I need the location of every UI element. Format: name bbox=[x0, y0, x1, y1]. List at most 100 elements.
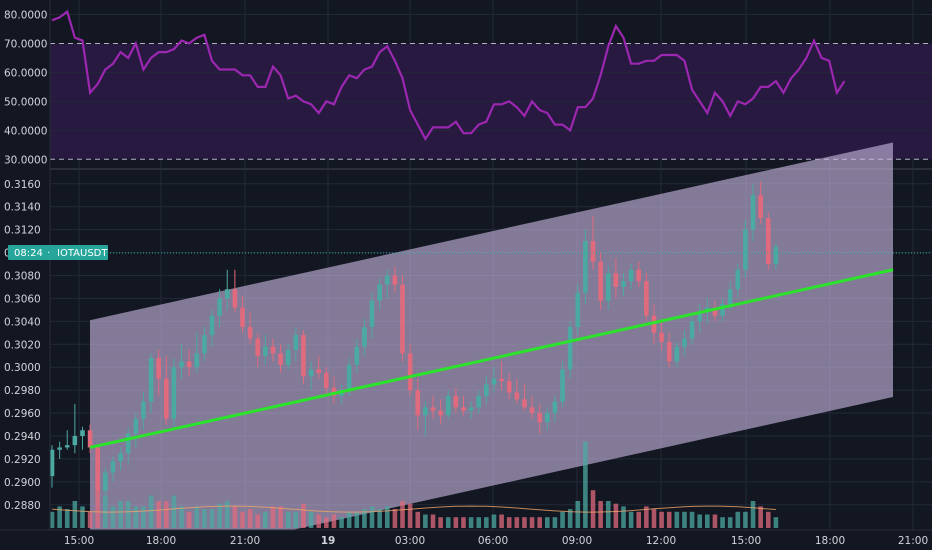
rsi-tick-label: 70.0000 bbox=[4, 38, 47, 50]
volume-bar bbox=[171, 495, 177, 528]
volume-bar bbox=[765, 511, 771, 528]
candle bbox=[80, 430, 85, 436]
candle bbox=[400, 284, 405, 354]
volume-bar bbox=[537, 517, 542, 528]
volume-bar bbox=[491, 514, 497, 528]
candle bbox=[666, 341, 672, 362]
volume-bar bbox=[392, 509, 398, 528]
volume-bar bbox=[247, 509, 253, 528]
candle bbox=[247, 327, 253, 339]
candle bbox=[118, 453, 123, 462]
volume-bar bbox=[415, 511, 421, 528]
volume-bar bbox=[605, 501, 611, 528]
price-tick-label: 0.2960 bbox=[4, 408, 41, 420]
volume-bar bbox=[499, 514, 504, 528]
candle bbox=[743, 229, 748, 270]
volume-bar bbox=[529, 517, 535, 528]
candle bbox=[301, 335, 306, 377]
candle bbox=[285, 350, 291, 365]
candle bbox=[179, 361, 184, 368]
volume-bar bbox=[263, 511, 268, 528]
price-tick-label: 0.3020 bbox=[4, 339, 41, 351]
candle bbox=[423, 407, 428, 416]
volume-bar bbox=[316, 514, 321, 528]
candle bbox=[87, 430, 93, 448]
candle bbox=[567, 327, 573, 370]
volume-bar bbox=[202, 509, 207, 528]
candle bbox=[232, 289, 238, 308]
volume-bar bbox=[369, 506, 375, 528]
volume-bar bbox=[583, 441, 588, 528]
candle bbox=[590, 241, 596, 262]
volume-bar bbox=[514, 517, 520, 528]
candle bbox=[186, 361, 192, 368]
candle bbox=[560, 369, 565, 402]
volume-bar bbox=[697, 514, 702, 528]
candle bbox=[430, 407, 436, 411]
volume-bar bbox=[80, 506, 85, 528]
candle bbox=[636, 269, 642, 282]
candle bbox=[773, 246, 779, 265]
candle bbox=[491, 378, 497, 385]
price-tick-label: 0.3060 bbox=[4, 293, 41, 305]
volume-bar bbox=[705, 514, 710, 528]
volume-bar bbox=[712, 514, 718, 528]
candle bbox=[445, 395, 451, 416]
candle bbox=[384, 275, 390, 285]
regression-channel bbox=[90, 142, 893, 550]
volume-bar bbox=[255, 514, 261, 528]
candle bbox=[316, 369, 321, 373]
volume-bar bbox=[377, 509, 382, 528]
candle bbox=[407, 353, 413, 391]
volume-bar bbox=[758, 506, 763, 528]
time-tick-label: 18:00 bbox=[146, 535, 176, 547]
time-tick-label: 12:00 bbox=[646, 535, 676, 547]
volume-bar bbox=[468, 517, 474, 528]
volume-bar bbox=[194, 506, 200, 528]
rsi-panel bbox=[50, 9, 932, 160]
candle bbox=[194, 353, 200, 368]
volume-bar bbox=[621, 506, 626, 528]
volume-bar bbox=[727, 517, 733, 528]
volume-bar bbox=[148, 495, 154, 528]
volume-bar bbox=[560, 511, 565, 528]
candle bbox=[575, 292, 581, 328]
volume-bar bbox=[445, 517, 451, 528]
regression-midline bbox=[89, 268, 894, 449]
candle bbox=[468, 407, 474, 411]
candle bbox=[362, 327, 367, 347]
volume-bar bbox=[72, 501, 78, 528]
volume-bar bbox=[179, 506, 184, 528]
volume-bar bbox=[545, 517, 550, 528]
volume-bar bbox=[674, 511, 680, 528]
volume-bar bbox=[270, 506, 276, 528]
time-tick-label: 03:00 bbox=[395, 535, 425, 547]
candle bbox=[270, 346, 276, 354]
candle bbox=[697, 312, 702, 322]
volume-bar bbox=[186, 511, 192, 528]
candle bbox=[377, 284, 382, 301]
volume-bar bbox=[590, 490, 596, 528]
volume-bar bbox=[293, 511, 299, 528]
candle bbox=[324, 372, 329, 388]
volume-bar bbox=[430, 514, 436, 528]
volume-bar bbox=[682, 511, 687, 528]
candle bbox=[506, 380, 512, 393]
price-tick-label: 0.3120 bbox=[4, 225, 41, 237]
volume-bar bbox=[354, 511, 360, 528]
candle bbox=[537, 413, 542, 423]
time-tick-label: 09:00 bbox=[562, 535, 592, 547]
volume-bar bbox=[651, 509, 657, 528]
candle bbox=[712, 307, 718, 316]
volume-bar bbox=[49, 511, 55, 528]
rsi-tick-label: 60.0000 bbox=[4, 67, 47, 79]
candle bbox=[171, 367, 177, 419]
x-axis-bg bbox=[0, 530, 932, 550]
volume-bar bbox=[133, 506, 139, 528]
candle bbox=[148, 358, 154, 402]
volume-bar bbox=[773, 517, 779, 528]
volume-bar bbox=[156, 501, 161, 528]
volume-bar bbox=[125, 501, 131, 528]
volume-bar bbox=[209, 509, 215, 528]
